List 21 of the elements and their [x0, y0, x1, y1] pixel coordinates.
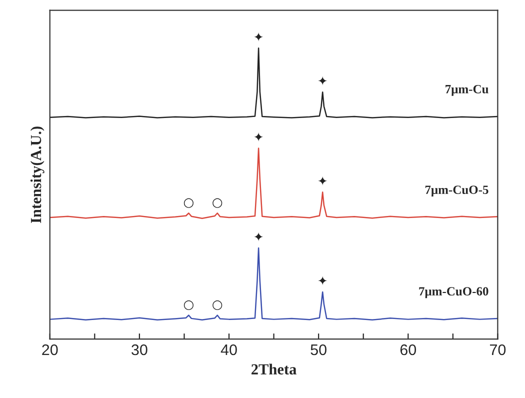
annotation: ✦ [254, 32, 264, 42]
x-tick-label: 60 [400, 344, 416, 356]
annotation: ○ [184, 198, 194, 208]
annotation: ✦ [254, 232, 264, 242]
x-tick-label: 20 [42, 344, 58, 356]
series-label: 7μm-CuO-5 [425, 186, 488, 197]
x-axis-title: 2Theta [252, 364, 296, 375]
annotation: ✦ [318, 76, 328, 86]
series-label: 7μm-Cu [446, 84, 488, 96]
x-tick-label: 70 [490, 344, 506, 356]
annotation: ✦ [318, 176, 328, 186]
x-tick-label: 40 [220, 344, 237, 356]
y-axis-title: Intensity(A.U.) [30, 126, 44, 224]
x-tick-label: 30 [132, 344, 148, 356]
annotation: ○ [212, 198, 222, 208]
series-label: 7μm-CuO-60 [419, 287, 488, 298]
annotation: ✦ [318, 276, 328, 286]
annotation: ○ [184, 300, 194, 310]
annotation: ○ [212, 300, 222, 310]
x-tick-label: 50 [310, 344, 326, 356]
annotation: ✦ [254, 132, 264, 142]
